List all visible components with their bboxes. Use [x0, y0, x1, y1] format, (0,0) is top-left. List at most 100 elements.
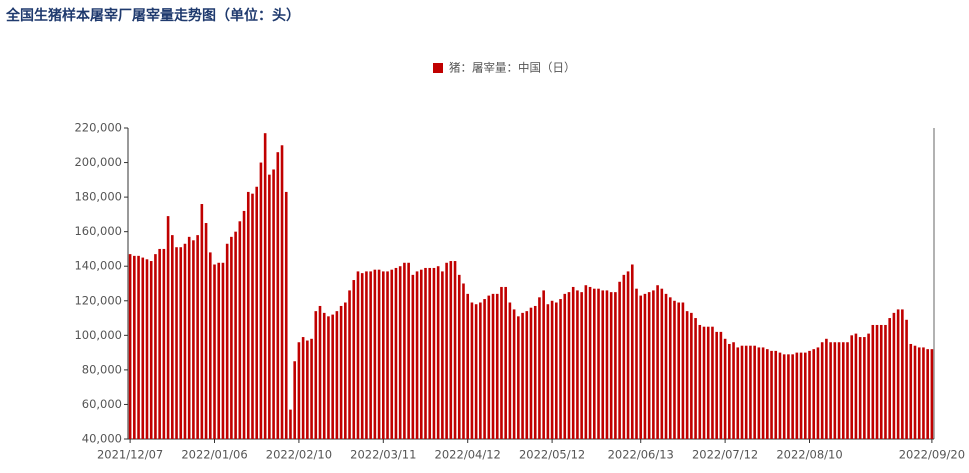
bar — [660, 288, 664, 439]
x-tick-label: 2022/05/12 — [519, 448, 585, 462]
bar — [382, 271, 385, 439]
bar — [854, 333, 858, 439]
bar — [373, 269, 377, 439]
bar — [719, 331, 723, 439]
bar — [884, 324, 887, 439]
bar — [871, 324, 875, 439]
bar — [740, 345, 744, 439]
bar — [504, 286, 507, 439]
bar — [867, 333, 870, 439]
x-tick-label: 2022/01/06 — [181, 448, 247, 462]
y-tick-label: 80,000 — [82, 362, 122, 376]
y-tick-label: 60,000 — [82, 397, 122, 411]
bar — [204, 223, 208, 439]
bar — [715, 331, 718, 439]
bar — [652, 290, 655, 439]
bar — [158, 248, 161, 439]
bar — [837, 342, 841, 439]
bar — [571, 286, 575, 439]
bar — [428, 267, 432, 439]
bar — [909, 343, 913, 439]
bar — [584, 285, 588, 439]
x-tick-label: 2022/02/10 — [266, 448, 332, 462]
bar — [694, 318, 697, 439]
bar — [681, 302, 685, 439]
bar — [639, 295, 643, 439]
bar — [411, 274, 415, 439]
bar — [187, 236, 191, 439]
bar — [166, 216, 170, 439]
y-tick-label: 140,000 — [74, 259, 122, 273]
bar — [879, 324, 883, 439]
bar — [795, 352, 799, 439]
bar — [339, 305, 343, 439]
bar — [377, 269, 381, 439]
bar — [327, 316, 330, 439]
bar — [896, 309, 900, 439]
bar — [403, 262, 406, 439]
bar — [137, 255, 140, 439]
bar — [310, 338, 313, 439]
bar — [841, 342, 845, 439]
bar — [808, 350, 811, 439]
bar — [424, 267, 427, 439]
bar — [251, 193, 254, 439]
y-tick-label: 220,000 — [74, 121, 122, 135]
bar — [407, 262, 410, 439]
bar — [208, 252, 212, 439]
bar — [297, 342, 301, 439]
bar — [238, 221, 242, 439]
bar — [766, 349, 769, 439]
bar — [453, 261, 457, 439]
bar — [225, 243, 229, 439]
bar — [905, 319, 908, 439]
x-tick-label: 2022/07/12 — [692, 448, 758, 462]
bar — [517, 316, 520, 439]
bar — [259, 162, 263, 440]
bar — [626, 271, 630, 439]
bar — [162, 248, 166, 439]
bar — [314, 311, 318, 439]
bar — [799, 352, 803, 439]
bar — [609, 292, 613, 439]
bar — [272, 169, 275, 439]
y-tick-label: 40,000 — [82, 432, 122, 446]
legend-swatch — [433, 63, 443, 73]
bar — [782, 354, 786, 439]
bar — [791, 354, 794, 439]
y-tick-label: 120,000 — [74, 293, 122, 307]
bar — [246, 191, 250, 439]
bar — [728, 343, 731, 439]
bar — [753, 345, 756, 439]
bar — [394, 267, 398, 439]
bar — [263, 133, 267, 439]
bar — [289, 409, 292, 439]
bar — [415, 271, 419, 439]
bar — [690, 312, 693, 439]
bar — [441, 271, 444, 439]
bar — [668, 297, 672, 439]
bar — [217, 262, 221, 439]
bar — [512, 309, 516, 439]
bar — [352, 280, 356, 439]
bar — [360, 273, 364, 439]
bar — [348, 290, 351, 439]
bar — [419, 269, 423, 439]
bar — [255, 186, 259, 439]
bar — [293, 361, 296, 439]
bar — [592, 288, 596, 439]
bar — [133, 255, 136, 439]
bar — [555, 302, 558, 439]
bar — [656, 285, 659, 439]
bar — [398, 266, 402, 439]
bar — [601, 290, 605, 439]
bar — [757, 347, 761, 439]
bar — [858, 337, 862, 439]
bar — [647, 292, 651, 439]
bar — [892, 312, 896, 439]
bar — [542, 290, 545, 439]
bar — [445, 262, 448, 439]
bar — [466, 293, 470, 439]
chart-title: 全国生猪样本屠宰厂屠宰量走势图（单位：头） — [5, 7, 300, 24]
bar — [234, 231, 237, 439]
